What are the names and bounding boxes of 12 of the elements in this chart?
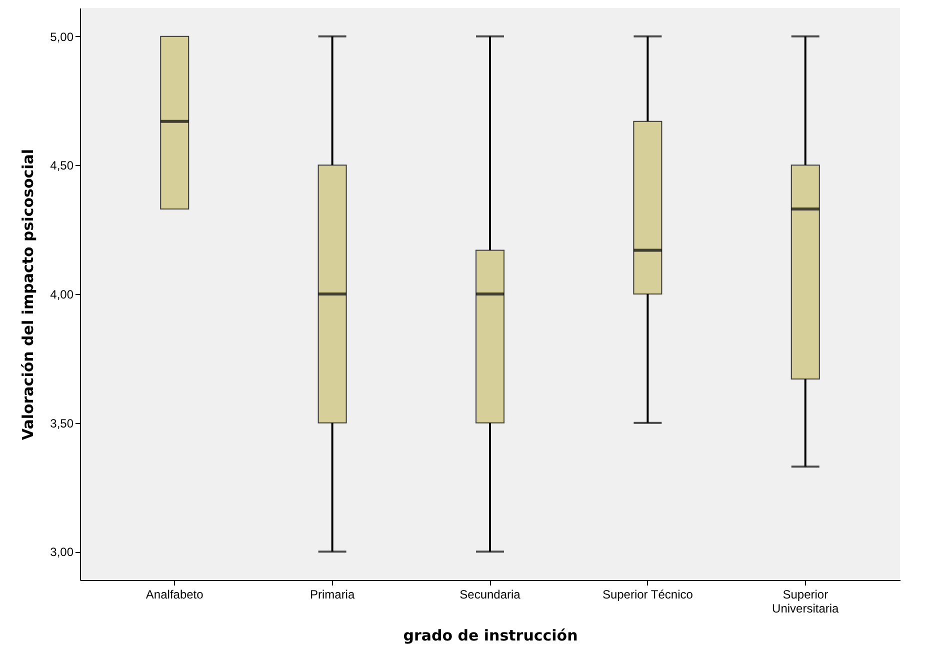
y-tick-label: 5,00	[50, 30, 74, 44]
x-tick-label: Primaria	[310, 588, 355, 602]
y-tick-label: 3,50	[50, 416, 74, 430]
y-axis-title: Valoración del impacto psicosocial	[19, 148, 38, 440]
y-tick-label: 3,00	[50, 545, 74, 560]
y-tick-label: 4,00	[50, 288, 74, 302]
x-tick-label: Superior Técnico	[602, 588, 694, 602]
x-axis-title: grado de instrucción	[403, 626, 578, 644]
y-tick-label: 4,50	[50, 158, 74, 173]
x-tick-label: Secundaria	[460, 588, 521, 602]
x-tick-label: Analfabeto	[146, 588, 204, 602]
x-tick-label: Superior Universitaria	[772, 588, 840, 616]
